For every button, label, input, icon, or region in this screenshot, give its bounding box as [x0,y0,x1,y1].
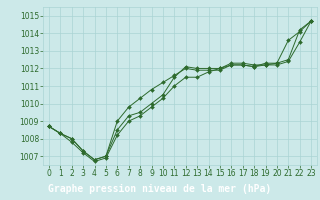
Text: Graphe pression niveau de la mer (hPa): Graphe pression niveau de la mer (hPa) [48,183,272,194]
